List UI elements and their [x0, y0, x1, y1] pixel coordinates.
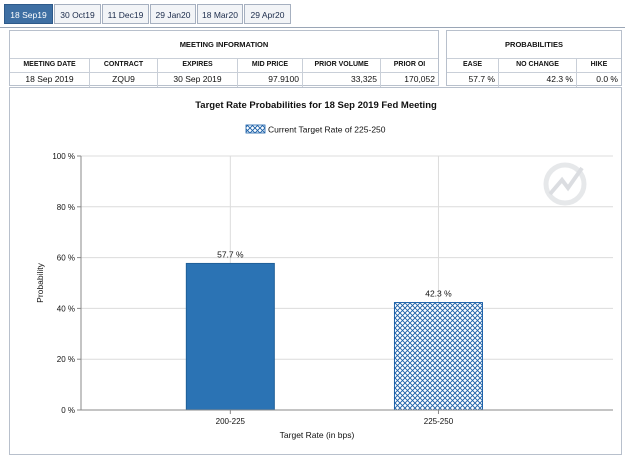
value-contract: ZQU9 — [90, 72, 158, 87]
value-prior-oi: 170,052 — [404, 74, 435, 84]
y-tick-label: 40 % — [57, 304, 75, 313]
chart-title: Target Rate Probabilities for 18 Sep 201… — [195, 100, 437, 111]
probability-chart: Target Rate Probabilities for 18 Sep 201… — [35, 100, 613, 440]
value-expires: 30 Sep 2019 — [158, 72, 238, 87]
header-mid-price: MID PRICE — [238, 58, 303, 72]
y-tick-label: 100 % — [52, 152, 75, 161]
meeting-information-table: MEETING INFORMATION MEETING DATE CONTRAC… — [9, 30, 439, 87]
tab-29-jan20[interactable]: 29 Jan20 — [150, 4, 196, 24]
y-axis-label: Probability — [35, 262, 45, 302]
header-expires: EXPIRES — [158, 58, 238, 72]
cme-logo-watermark-icon — [543, 162, 587, 206]
y-tick-label: 60 % — [57, 254, 75, 263]
header-hike: HIKE — [590, 61, 608, 68]
header-contract: CONTRACT — [90, 58, 158, 72]
value-hike: 0.0 % — [596, 74, 618, 84]
header-meeting-date: MEETING DATE — [10, 58, 90, 72]
header-no-change: NO CHANGE — [499, 58, 577, 72]
value-ease: 57.7 % — [447, 72, 499, 87]
value-prior-volume: 33,325 — [303, 72, 381, 87]
tab-30-oct19[interactable]: 30 Oct19 — [54, 4, 101, 24]
y-tick-label: 80 % — [57, 203, 75, 212]
header-prior-volume: PRIOR VOLUME — [303, 58, 381, 72]
data-label-200-225: 57.7 % — [217, 249, 244, 259]
probabilities-table: PROBABILITIES EASE NO CHANGE HIKE 57.7 %… — [446, 30, 622, 87]
bar-200-225[interactable] — [185, 262, 275, 411]
chart-panel: Target Rate Probabilities for 18 Sep 201… — [9, 87, 622, 455]
value-meeting-date: 18 Sep 2019 — [10, 72, 90, 87]
meeting-information-title: MEETING INFORMATION — [10, 31, 438, 59]
header-ease: EASE — [447, 58, 499, 72]
y-tick-label: 0 % — [61, 406, 75, 415]
y-tick-label: 20 % — [57, 355, 75, 364]
probabilities-title: PROBABILITIES — [447, 31, 621, 59]
tab-18-sep19[interactable]: 18 Sep19 — [4, 4, 53, 24]
value-mid-price: 97.9100 — [238, 72, 303, 87]
x-axis-label: Target Rate (in bps) — [280, 430, 355, 440]
header-prior-oi: PRIOR OI — [393, 61, 426, 68]
tab-18-mar20[interactable]: 18 Mar20 — [197, 4, 243, 24]
tab-11-dec19[interactable]: 11 Dec19 — [102, 4, 149, 24]
value-no-change: 42.3 % — [499, 72, 577, 87]
meeting-tabs: 18 Sep19 30 Oct19 11 Dec19 29 Jan20 18 M… — [0, 0, 625, 28]
legend-label: Current Target Rate of 225-250 — [268, 125, 386, 135]
bar-225-250[interactable] — [393, 302, 483, 411]
data-label-225-250: 42.3 % — [425, 289, 452, 299]
tab-29-apr20[interactable]: 29 Apr20 — [244, 4, 291, 24]
chart-legend: Current Target Rate of 225-250 — [245, 124, 386, 135]
x-tick-label-225-250: 225-250 — [424, 417, 454, 426]
x-tick-label-200-225: 200-225 — [216, 417, 246, 426]
legend-swatch — [245, 124, 266, 134]
